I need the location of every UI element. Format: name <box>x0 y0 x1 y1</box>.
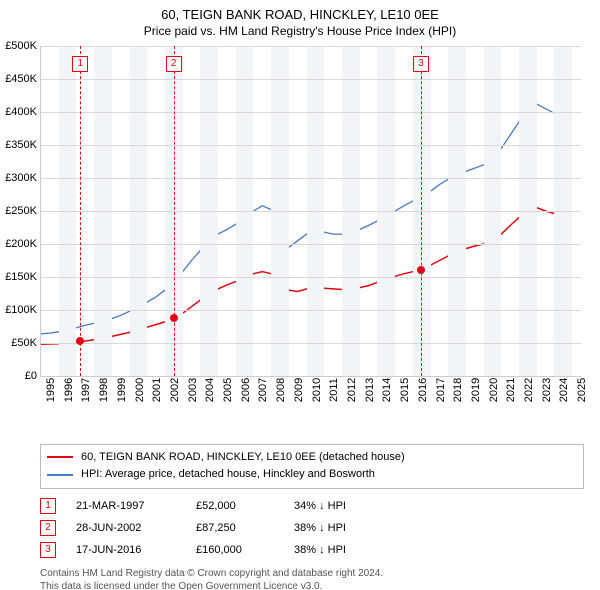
event-marker-line <box>174 46 175 376</box>
x-axis-label: 2013 <box>360 377 376 401</box>
gridline <box>41 310 581 311</box>
x-axis-label: 2002 <box>165 377 181 401</box>
event-row: 2 28-JUN-2002 £87,250 38% ↓ HPI <box>40 517 584 539</box>
x-axis-label: 1999 <box>112 377 128 401</box>
x-axis-label: 2005 <box>218 377 234 401</box>
event-badge: 1 <box>40 498 56 514</box>
event-marker-badge: 3 <box>413 56 429 72</box>
x-axis-label: 2023 <box>537 377 553 401</box>
data-attribution: Contains HM Land Registry data © Crown c… <box>40 567 584 590</box>
gridline <box>41 145 581 146</box>
legend-label: 60, TEIGN BANK ROAD, HINCKLEY, LE10 0EE … <box>81 449 405 467</box>
footer-line: Contains HM Land Registry data © Crown c… <box>40 567 584 581</box>
y-axis-label: £450K <box>5 73 41 85</box>
x-axis-label: 2004 <box>200 377 216 401</box>
footer-line: This data is licensed under the Open Gov… <box>40 580 584 590</box>
x-axis-label: 2025 <box>572 377 588 401</box>
gridline <box>41 112 581 113</box>
x-axis-label: 1995 <box>41 377 57 401</box>
y-axis-label: £400K <box>5 106 41 118</box>
x-axis-label: 2014 <box>377 377 393 401</box>
x-axis-label: 2008 <box>271 377 287 401</box>
y-axis-label: £50K <box>11 337 41 349</box>
legend-item-hpi: HPI: Average price, detached house, Hinc… <box>47 466 577 484</box>
event-date: 28-JUN-2002 <box>76 517 176 539</box>
chart-subtitle: Price paid vs. HM Land Registry's House … <box>0 24 600 42</box>
y-axis-label: £500K <box>5 40 41 52</box>
event-marker-line <box>80 46 81 376</box>
x-axis-label: 2007 <box>253 377 269 401</box>
event-row: 3 17-JUN-2016 £160,000 38% ↓ HPI <box>40 539 584 561</box>
x-axis-label: 2006 <box>236 377 252 401</box>
event-marker-line <box>421 46 422 376</box>
x-axis-label: 2022 <box>519 377 535 401</box>
legend-item-property: 60, TEIGN BANK ROAD, HINCKLEY, LE10 0EE … <box>47 449 577 467</box>
y-axis-label: £250K <box>5 205 41 217</box>
event-delta: 38% ↓ HPI <box>294 539 346 561</box>
x-axis-label: 2019 <box>466 377 482 401</box>
gridline <box>41 343 581 344</box>
event-price: £160,000 <box>196 539 274 561</box>
gridline <box>41 277 581 278</box>
chart-area: £0£50K£100K£150K£200K£250K£300K£350K£400… <box>40 46 584 406</box>
event-marker-dot <box>417 266 425 274</box>
x-axis-label: 2001 <box>147 377 163 401</box>
x-axis-label: 2010 <box>307 377 323 401</box>
gridline <box>41 79 581 80</box>
event-delta: 34% ↓ HPI <box>294 495 346 517</box>
gridline <box>41 244 581 245</box>
event-marker-dot <box>170 314 178 322</box>
event-price: £87,250 <box>196 517 274 539</box>
gridline <box>41 211 581 212</box>
y-axis-label: £100K <box>5 304 41 316</box>
legend: 60, TEIGN BANK ROAD, HINCKLEY, LE10 0EE … <box>40 444 584 489</box>
legend-swatch <box>47 474 73 476</box>
chart-title: 60, TEIGN BANK ROAD, HINCKLEY, LE10 0EE <box>0 0 600 24</box>
event-row: 1 21-MAR-1997 £52,000 34% ↓ HPI <box>40 495 584 517</box>
event-badge: 3 <box>40 542 56 558</box>
x-axis-label: 1997 <box>76 377 92 401</box>
x-axis-label: 2000 <box>130 377 146 401</box>
x-axis-label: 1996 <box>59 377 75 401</box>
event-marker-badge: 1 <box>72 56 88 72</box>
x-axis-label: 2018 <box>448 377 464 401</box>
event-badge: 2 <box>40 520 56 536</box>
x-axis-label: 2003 <box>183 377 199 401</box>
event-delta: 38% ↓ HPI <box>294 517 346 539</box>
event-marker-badge: 2 <box>166 56 182 72</box>
event-date: 21-MAR-1997 <box>76 495 176 517</box>
events-table: 1 21-MAR-1997 £52,000 34% ↓ HPI 2 28-JUN-2002… <box>40 495 584 561</box>
x-axis-label: 2009 <box>289 377 305 401</box>
gridline <box>41 178 581 179</box>
x-axis-label: 2024 <box>554 377 570 401</box>
x-axis-label: 2015 <box>395 377 411 401</box>
event-price: £52,000 <box>196 495 274 517</box>
y-axis-label: £0 <box>25 370 41 382</box>
event-date: 17-JUN-2016 <box>76 539 176 561</box>
event-marker-dot <box>76 337 84 345</box>
x-axis-label: 1998 <box>94 377 110 401</box>
x-axis-label: 2016 <box>413 377 429 401</box>
y-axis-label: £350K <box>5 139 41 151</box>
y-axis-label: £150K <box>5 271 41 283</box>
gridline <box>41 46 581 47</box>
x-axis-label: 2020 <box>484 377 500 401</box>
x-axis-label: 2021 <box>501 377 517 401</box>
legend-label: HPI: Average price, detached house, Hinc… <box>81 466 375 484</box>
x-axis-label: 2017 <box>431 377 447 401</box>
y-axis-label: £300K <box>5 172 41 184</box>
y-axis-label: £200K <box>5 238 41 250</box>
x-axis-label: 2011 <box>324 378 340 402</box>
plot: £0£50K£100K£150K£200K£250K£300K£350K£400… <box>40 46 581 377</box>
x-axis-label: 2012 <box>342 377 358 401</box>
legend-swatch <box>47 456 73 458</box>
